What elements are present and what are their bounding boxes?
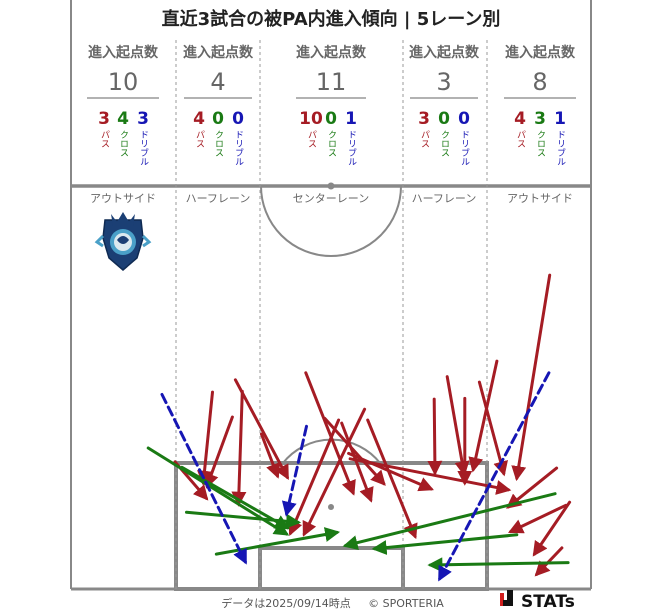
pass-arrow — [506, 466, 559, 509]
pass-arrow — [304, 371, 356, 496]
pass-arrow — [366, 418, 418, 540]
lane-stat-outside-right: 進入起点数 8 4 3 1 パス クロス ドリブル — [504, 44, 576, 166]
dribble-label: ドリブル — [138, 130, 149, 166]
pass-count: 10 — [299, 109, 323, 129]
pass-label: パス — [194, 130, 205, 148]
lane-total: 10 — [108, 68, 139, 96]
pass-arrow — [445, 375, 470, 477]
dribble-label: ドリブル — [346, 130, 357, 166]
lane-stat-center: 進入起点数 11 10 0 1 パス クロス ドリブル — [296, 44, 367, 166]
dribble-arrow — [160, 393, 247, 565]
lane-dividers — [175, 40, 488, 589]
stats-logo-hook-icon — [503, 590, 513, 606]
dribble-arrow — [281, 424, 308, 517]
lane-total: 3 — [436, 68, 451, 96]
pass-count: 3 — [418, 109, 430, 129]
cross-arrow — [427, 557, 570, 573]
cross-arrow — [342, 492, 557, 550]
pass-label: パス — [515, 130, 526, 148]
lane-name: ハーフレーン — [186, 192, 251, 205]
penalty-area — [174, 461, 489, 591]
stats-logo: STATs — [500, 590, 575, 611]
penalty-spot — [328, 504, 334, 510]
cross-count: 0 — [438, 109, 450, 129]
cross-label: クロス — [535, 130, 545, 157]
lane-header: 進入起点数 — [183, 44, 254, 61]
dribble-count: 3 — [137, 109, 149, 129]
dribble-count: 1 — [345, 109, 357, 129]
dribble-label: ドリブル — [459, 130, 470, 166]
lane-total: 4 — [210, 68, 225, 96]
goal-area — [258, 546, 405, 591]
cross-arrow — [180, 465, 291, 530]
pass-arrow — [233, 378, 289, 481]
cross-arrow — [214, 527, 341, 556]
lane-name: ハーフレーン — [412, 192, 477, 205]
dribble-count: 1 — [554, 109, 566, 129]
pass-arrow — [477, 380, 508, 477]
lane-stat-halfspace-left: 進入起点数 4 4 0 0 パス クロス ドリブル — [183, 44, 254, 166]
club-emblem-icon — [94, 212, 152, 271]
footer-date: データは2025/09/14時点 — [221, 596, 350, 610]
pass-arrow — [532, 500, 572, 557]
lane-stat-outside-left: 進入起点数 10 3 4 3 パス クロス ドリブル — [87, 44, 159, 166]
stats-logo-text: STATs — [521, 592, 575, 611]
cross-label: クロス — [439, 130, 449, 157]
cross-label: クロス — [213, 130, 223, 157]
pass-arrow — [468, 359, 499, 473]
pass-arrow — [197, 390, 214, 486]
pass-count: 3 — [98, 109, 110, 129]
pass-arrow — [427, 397, 443, 476]
dribble-label: ドリブル — [555, 130, 566, 166]
pass-arrow — [323, 417, 386, 486]
stats-logo-mark-icon — [500, 593, 504, 606]
dribble-arrow — [438, 371, 551, 582]
cross-count: 0 — [325, 109, 337, 129]
cross-label: クロス — [326, 130, 336, 157]
center-circle — [260, 185, 402, 257]
cross-arrow — [185, 510, 302, 529]
pass-arrow — [507, 503, 568, 534]
pass-label: パス — [306, 130, 317, 148]
lane-name: センターレーン — [293, 192, 369, 205]
lane-header: 進入起点数 — [505, 44, 576, 61]
lane-header: 進入起点数 — [296, 44, 367, 61]
pass-label: パス — [99, 130, 110, 148]
dribble-count: 0 — [458, 109, 470, 129]
pass-arrow — [347, 451, 434, 492]
chart-title: 直近3試合の被PA内進入傾向 | 5レーン別 — [162, 8, 501, 30]
lane-stat-halfspace-right: 進入起点数 3 3 0 0 パス クロス ドリブル — [409, 44, 480, 166]
pass-arrow — [204, 415, 234, 489]
lane-total: 8 — [532, 68, 547, 96]
pass-arrow — [302, 407, 367, 537]
pass-count: 4 — [193, 109, 205, 129]
lane-names: アウトサイド ハーフレーン センターレーン ハーフレーン アウトサイド — [90, 192, 573, 205]
dribble-count: 0 — [232, 109, 244, 129]
entry-arrows — [146, 273, 572, 582]
pass-arrow — [511, 273, 552, 482]
dribble-label: ドリブル — [233, 130, 244, 166]
lane-total: 11 — [316, 68, 347, 96]
cross-count: 0 — [212, 109, 224, 129]
lane-stats: 進入起点数 10 3 4 3 パス クロス ドリブル 進入起点数 4 4 0 0… — [87, 44, 576, 166]
pass-label: パス — [419, 130, 430, 148]
pass-count: 4 — [514, 109, 526, 129]
cross-label: クロス — [118, 130, 128, 157]
pass-arrow — [231, 389, 247, 507]
lane-name: アウトサイド — [90, 192, 156, 205]
footer-copyright: © SPORTERIA — [368, 597, 444, 610]
lane-header: 進入起点数 — [409, 44, 480, 61]
cross-count: 3 — [534, 109, 546, 129]
pass-arrow — [534, 546, 564, 577]
cross-arrow — [371, 533, 519, 555]
center-spot — [327, 182, 335, 190]
lane-header: 進入起点数 — [88, 44, 159, 61]
pass-arrow — [259, 432, 281, 479]
cross-count: 4 — [117, 109, 129, 129]
lane-name: アウトサイド — [507, 192, 573, 205]
